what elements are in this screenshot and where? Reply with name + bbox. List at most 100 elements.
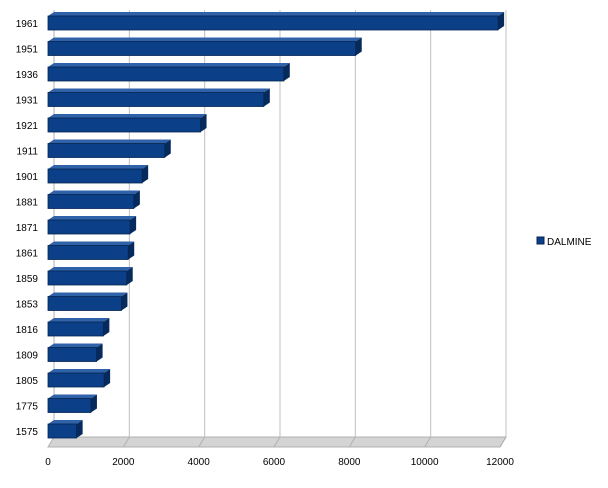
bar xyxy=(47,63,290,82)
bar xyxy=(47,114,207,133)
bar-top-face xyxy=(48,114,207,118)
bar-side-face xyxy=(90,394,97,413)
bar-front-face xyxy=(47,398,92,413)
x-tick-label: 8000 xyxy=(338,457,361,468)
bar-side-face xyxy=(200,114,207,132)
bar-top-face xyxy=(48,394,97,399)
floor-grid-line xyxy=(122,436,130,448)
bar xyxy=(47,88,270,107)
legend: DALMINE xyxy=(536,236,592,248)
y-tick-label: 1575 xyxy=(16,427,39,438)
bar-front-face xyxy=(47,66,285,82)
y-tick-label: 1861 xyxy=(16,249,39,260)
x-axis-labels: 0 2000 4000 6000 8000 10000 12000 xyxy=(45,457,514,468)
bar-side-face xyxy=(104,369,111,387)
bar xyxy=(47,37,362,56)
bar-top-face xyxy=(48,241,135,246)
x-tick-label: 4000 xyxy=(188,457,211,468)
y-tick-label: 1921 xyxy=(16,121,39,132)
floor-grid-line xyxy=(198,436,206,448)
bar-front-face xyxy=(47,270,128,286)
bar-top-face xyxy=(48,369,111,373)
y-tick-label: 1936 xyxy=(16,70,39,81)
grid-lines xyxy=(122,10,507,448)
bar-top-face xyxy=(48,165,149,169)
bar xyxy=(47,139,171,158)
bar xyxy=(47,292,128,311)
bar-top-face xyxy=(48,139,171,144)
y-tick-label: 1951 xyxy=(16,45,39,56)
x-tick-label: 12000 xyxy=(486,457,514,468)
legend-swatch xyxy=(536,236,545,245)
y-tick-label: 1805 xyxy=(16,376,39,387)
bar-top-face xyxy=(48,318,110,322)
bar-front-face xyxy=(47,41,357,56)
bar-side-face xyxy=(126,267,133,285)
bar xyxy=(47,241,135,260)
bar-front-face xyxy=(47,15,499,31)
y-tick-label: 1853 xyxy=(16,300,39,311)
x-tick-label: 2000 xyxy=(112,457,135,468)
y-tick-label: 1911 xyxy=(16,147,38,158)
bar-front-face xyxy=(47,168,143,184)
bar-side-face xyxy=(498,12,505,30)
bar-side-face xyxy=(96,343,103,362)
bar-top-face xyxy=(48,12,505,16)
y-tick-label: 1809 xyxy=(16,351,39,362)
bar-side-face xyxy=(76,420,83,438)
bar xyxy=(47,343,103,362)
bar-series xyxy=(47,12,505,439)
bar-front-face xyxy=(47,372,105,388)
bar-side-face xyxy=(128,241,135,260)
bar-side-face xyxy=(164,139,171,158)
x-tick-label: 0 xyxy=(45,457,51,468)
legend-label: DALMINE xyxy=(547,237,592,248)
bar-side-face xyxy=(283,63,290,81)
y-tick-label: 1859 xyxy=(16,274,39,285)
x-tick-label: 10000 xyxy=(411,457,439,468)
y-tick-label: 1775 xyxy=(16,402,39,413)
bar-top-face xyxy=(48,37,362,42)
bar xyxy=(47,216,137,235)
bar xyxy=(47,165,149,184)
bar-front-face xyxy=(47,245,129,260)
bar-top-face xyxy=(48,88,270,93)
bar-top-face xyxy=(48,292,128,297)
bar-side-face xyxy=(103,318,110,336)
bar-top-face xyxy=(48,190,140,195)
bar-top-face xyxy=(48,63,290,67)
bar-top-face xyxy=(48,420,83,424)
bar-front-face xyxy=(47,194,135,209)
bar-side-face xyxy=(130,216,137,234)
bar xyxy=(47,369,111,388)
bar-front-face xyxy=(47,117,201,133)
y-tick-label: 1961 xyxy=(16,19,39,30)
x-tick-label: 6000 xyxy=(263,457,286,468)
bar-front-face xyxy=(47,347,97,362)
bar-front-face xyxy=(47,143,166,158)
bar xyxy=(47,318,110,337)
y-tick-label: 1931 xyxy=(16,96,39,107)
floor-grid-line xyxy=(499,436,507,448)
bar xyxy=(47,12,505,31)
bar-side-face xyxy=(355,37,362,56)
bar-side-face xyxy=(142,165,149,183)
y-axis-labels: 1961 1951 1936 1931 1921 1911 1901 1881 1871 1861… xyxy=(16,19,39,438)
bar xyxy=(47,267,133,286)
bar xyxy=(47,394,97,413)
floor-grid-line xyxy=(424,436,432,448)
bar xyxy=(47,420,83,439)
bar-side-face xyxy=(263,88,270,107)
bar-front-face xyxy=(47,423,78,439)
y-tick-label: 1816 xyxy=(16,325,39,336)
bar-front-face xyxy=(47,321,104,337)
bar-top-face xyxy=(48,343,103,348)
bar-top-face xyxy=(48,267,133,271)
y-tick-label: 1881 xyxy=(16,198,39,209)
floor-grid-line xyxy=(348,436,356,448)
bar-side-face xyxy=(133,190,140,209)
floor-grid-line xyxy=(273,436,281,448)
bar-front-face xyxy=(47,92,265,107)
bar-front-face xyxy=(47,296,122,311)
